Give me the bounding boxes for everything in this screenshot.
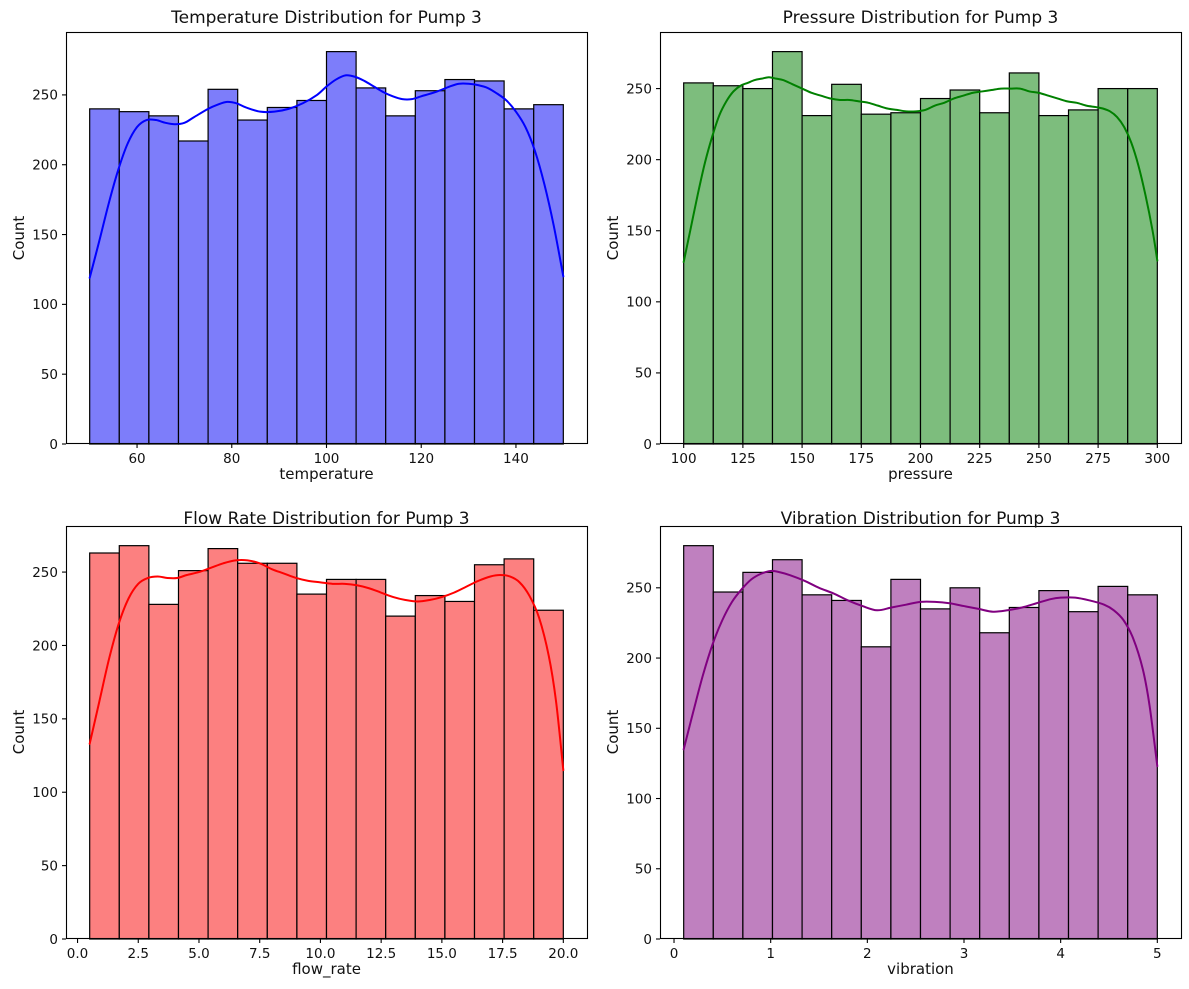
svg-text:0: 0	[643, 437, 652, 453]
svg-text:100: 100	[626, 295, 652, 311]
svg-text:125: 125	[730, 451, 756, 467]
svg-text:100: 100	[32, 785, 58, 801]
flow-rate-histogram-svg: 0.0 2.5 5.0 7.5 10.0 12.5 15.0 17.5 20.0 0 50 100 15…	[32, 525, 589, 962]
svg-text:60: 60	[128, 451, 145, 467]
y-axis-label: Count	[10, 215, 28, 261]
svg-text:250: 250	[32, 88, 58, 104]
subplot-flow-rate: 0.0 2.5 5.0 7.5 10.0 12.5 15.0 17.5 20.0 0 50 100 15…	[0, 494, 594, 989]
svg-text:5: 5	[1153, 946, 1162, 962]
svg-text:200: 200	[32, 638, 58, 654]
svg-text:50: 50	[635, 862, 652, 878]
svg-text:250: 250	[32, 565, 58, 581]
svg-text:4: 4	[1056, 946, 1065, 962]
svg-text:12.5: 12.5	[366, 946, 396, 962]
svg-text:225: 225	[967, 451, 993, 467]
y-axis-label: Count	[604, 709, 622, 755]
svg-text:3: 3	[960, 946, 969, 962]
svg-text:250: 250	[626, 581, 652, 597]
svg-text:0: 0	[643, 932, 652, 948]
x-axis-label: flow_rate	[292, 960, 361, 978]
svg-text:150: 150	[32, 712, 58, 728]
svg-text:0: 0	[49, 437, 58, 453]
svg-text:140: 140	[503, 451, 529, 467]
svg-text:275: 275	[1085, 451, 1111, 467]
svg-text:50: 50	[41, 367, 58, 383]
svg-text:50: 50	[41, 858, 58, 874]
svg-text:20.0: 20.0	[548, 946, 578, 962]
svg-text:150: 150	[626, 721, 652, 737]
svg-text:250: 250	[626, 81, 652, 97]
chart-title: Flow Rate Distribution for Pump 3	[183, 509, 470, 529]
svg-text:2: 2	[863, 946, 872, 962]
svg-text:15.0: 15.0	[427, 946, 457, 962]
svg-text:200: 200	[908, 451, 934, 467]
svg-text:0: 0	[670, 946, 679, 962]
pressure-histogram-svg: 100 125 150 175 200 225 250 275 300 0 50 100 150 200 2…	[626, 31, 1183, 467]
svg-text:100: 100	[314, 451, 340, 467]
svg-text:200: 200	[32, 158, 58, 174]
svg-text:150: 150	[32, 227, 58, 243]
subplot-pressure: 100 125 150 175 200 225 250 275 300 0 50 100 150 200 2…	[594, 0, 1189, 494]
chart-title: Pressure Distribution for Pump 3	[782, 8, 1059, 28]
svg-text:150: 150	[789, 451, 815, 467]
svg-text:175: 175	[848, 451, 874, 467]
svg-text:80: 80	[223, 451, 240, 467]
svg-text:10.0: 10.0	[305, 946, 335, 962]
svg-text:0: 0	[49, 932, 58, 948]
svg-text:2.5: 2.5	[128, 946, 149, 962]
svg-text:50: 50	[635, 366, 652, 382]
svg-text:100: 100	[32, 297, 58, 313]
svg-text:17.5: 17.5	[488, 946, 518, 962]
y-axis-label: Count	[10, 709, 28, 755]
temperature-histogram-svg: 60 80 100 120 140 0 50 100 150 200 250	[32, 31, 589, 467]
svg-text:1: 1	[766, 946, 775, 962]
svg-text:200: 200	[626, 651, 652, 667]
subplot-vibration: 0 1 2 3 4 5 0 50 100 150 200 250 Vibration Distribu…	[594, 494, 1189, 989]
svg-text:120: 120	[408, 451, 434, 467]
svg-text:100: 100	[671, 451, 697, 467]
svg-text:100: 100	[626, 791, 652, 807]
svg-text:200: 200	[626, 152, 652, 168]
svg-text:250: 250	[1026, 451, 1052, 467]
x-axis-label: vibration	[887, 960, 954, 978]
svg-text:5.0: 5.0	[188, 946, 209, 962]
x-axis-label: temperature	[279, 465, 374, 483]
y-axis-label: Count	[604, 215, 622, 261]
chart-title: Vibration Distribution for Pump 3	[780, 509, 1061, 529]
svg-text:300: 300	[1144, 451, 1170, 467]
svg-text:7.5: 7.5	[249, 946, 270, 962]
chart-title: Temperature Distribution for Pump 3	[171, 8, 482, 28]
svg-text:0.0: 0.0	[67, 946, 88, 962]
x-axis-label: pressure	[888, 465, 953, 483]
subplot-temperature: 60 80 100 120 140 0 50 100 150 200 250 Temperature…	[0, 0, 594, 494]
svg-text:150: 150	[626, 224, 652, 240]
